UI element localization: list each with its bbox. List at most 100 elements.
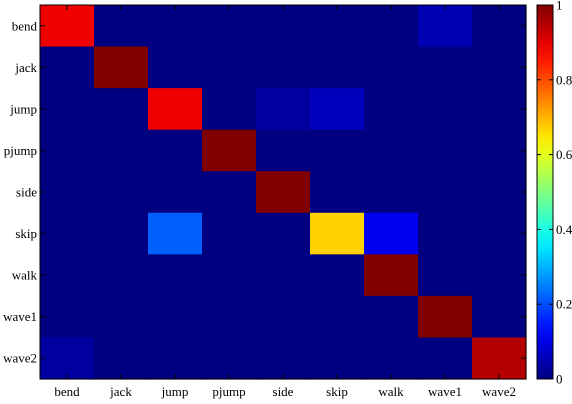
colorbar-tick-label: 0.6 xyxy=(556,147,572,162)
heatmap-cell-side-jack xyxy=(94,171,149,214)
y-tick-label-wave2: wave2 xyxy=(3,351,37,366)
x-tick-label-wave2: wave2 xyxy=(482,384,516,399)
heatmap-cell-jack-jack xyxy=(94,46,149,89)
heatmap-cell-side-walk xyxy=(364,171,419,214)
heatmap-cell-side-pjump xyxy=(202,171,257,214)
heatmap-cell-jump-walk xyxy=(364,88,419,131)
y-tick-label-skip: skip xyxy=(15,226,37,241)
heatmap-cell-walk-bend xyxy=(40,254,95,297)
heatmap-cell-skip-wave1 xyxy=(418,212,473,255)
colorbar-axis: 0 0.2 0.4 0.6 0.8 1 xyxy=(537,0,572,387)
y-tick-label-wave1: wave1 xyxy=(3,309,37,324)
heatmap-cell-jack-wave1 xyxy=(418,46,473,89)
heatmap-cell-wave2-jack xyxy=(94,337,149,380)
heatmap-cell-side-wave2 xyxy=(472,171,527,214)
heatmap-cell-wave1-jump xyxy=(148,295,203,339)
heatmap-cell-jack-skip xyxy=(310,46,365,89)
heatmap-cell-bend-wave2 xyxy=(472,5,527,48)
heatmap-cell-jump-side xyxy=(256,88,311,131)
heatmap-cell-wave2-wave2 xyxy=(472,337,527,380)
heatmap-cell-skip-jump xyxy=(148,212,203,255)
heatmap-cell-jump-jack xyxy=(94,88,149,131)
heatmap-cell-pjump-skip xyxy=(310,129,365,172)
heatmap-cell-walk-jump xyxy=(148,254,203,297)
y-tick-label-jack: jack xyxy=(14,60,37,75)
heatmap-cell-bend-skip xyxy=(310,5,365,48)
x-tick-label-wave1: wave1 xyxy=(428,384,462,399)
heatmap-cell-walk-skip xyxy=(310,254,365,297)
heatmap-cell-wave2-jump xyxy=(148,337,203,380)
heatmap-cell-pjump-jack xyxy=(94,129,149,172)
heatmap-cell-pjump-walk xyxy=(364,129,419,172)
colorbar-tick-label: 0.8 xyxy=(556,72,572,87)
heatmap-cell-jump-wave2 xyxy=(472,88,527,131)
x-tick-label-bend: bend xyxy=(54,384,80,399)
x-tick-label-skip: skip xyxy=(326,384,348,399)
heatmap-cell-bend-walk xyxy=(364,5,419,48)
colorbar-tick-label: 1 xyxy=(556,0,563,13)
heatmap-cell-side-jump xyxy=(148,171,203,214)
y-tick-label-walk: walk xyxy=(12,268,38,283)
heatmap-cell-wave1-bend xyxy=(40,295,95,339)
heatmap-cell-jack-wave2 xyxy=(472,46,527,89)
x-tick-label-jump: jump xyxy=(161,384,189,399)
heatmap-cell-side-side xyxy=(256,171,311,214)
heatmap-cell-jump-pjump xyxy=(202,88,257,131)
heatmap-cell-skip-walk xyxy=(364,212,419,255)
heatmap-cell-wave2-pjump xyxy=(202,337,257,380)
heatmap-cell-skip-wave2 xyxy=(472,212,527,255)
heatmap-cell-wave1-pjump xyxy=(202,295,257,339)
colorbar xyxy=(536,4,554,380)
heatmap-cell-wave2-side xyxy=(256,337,311,380)
heatmap-cell-jump-bend xyxy=(40,88,95,131)
heatmap-cell-jack-bend xyxy=(40,46,95,89)
heatmap-cell-skip-bend xyxy=(40,212,95,255)
heatmap-cell-bend-side xyxy=(256,5,311,48)
heatmap-cell-wave1-jack xyxy=(94,295,149,339)
heatmap-cell-bend-pjump xyxy=(202,5,257,48)
heatmap-cell-jump-skip xyxy=(310,88,365,131)
heatmap-cell-bend-jump xyxy=(148,5,203,48)
heatmap-cell-bend-wave1 xyxy=(418,5,473,48)
heatmap-cell-jack-jump xyxy=(148,46,203,89)
heatmap-cell-bend-jack xyxy=(94,5,149,48)
heatmap-cell-pjump-pjump xyxy=(202,129,257,172)
y-tick-label-jump: jump xyxy=(9,101,37,116)
heatmap-cell-wave1-walk xyxy=(364,295,419,339)
colorbar-tick-label: 0.2 xyxy=(556,297,572,312)
heatmap-cell-skip-pjump xyxy=(202,212,257,255)
y-tick-label-pjump: pjump xyxy=(4,143,37,158)
heatmap-cell-wave1-wave2 xyxy=(472,295,527,339)
heatmap-cell-jack-pjump xyxy=(202,46,257,89)
heatmap-cells xyxy=(40,5,527,380)
heatmap-cell-pjump-bend xyxy=(40,129,95,172)
x-axis: bend jack jump pjump side skip walk wave1 wave2 xyxy=(54,5,516,399)
heatmap-cell-jump-jump xyxy=(148,88,203,131)
heatmap-cell-pjump-side xyxy=(256,129,311,172)
heatmap-cell-jack-walk xyxy=(364,46,419,89)
heatmap-cell-walk-pjump xyxy=(202,254,257,297)
heatmap-cell-wave2-bend xyxy=(40,337,95,380)
heatmap-cell-skip-jack xyxy=(94,212,149,255)
heatmap-cell-wave1-wave1 xyxy=(418,295,473,339)
heatmap-cell-skip-skip xyxy=(310,212,365,255)
heatmap-cell-wave2-wave1 xyxy=(418,337,473,380)
heatmap-cell-walk-wave1 xyxy=(418,254,473,297)
heatmap-cell-pjump-jump xyxy=(148,129,203,172)
heatmap-cell-wave1-skip xyxy=(310,295,365,339)
y-tick-label-bend: bend xyxy=(12,18,38,33)
heatmap-cell-pjump-wave1 xyxy=(418,129,473,172)
heatmap-cell-pjump-wave2 xyxy=(472,129,527,172)
heatmap-cell-wave2-walk xyxy=(364,337,419,380)
heatmap-cell-walk-wave2 xyxy=(472,254,527,297)
y-axis: bend jack jump pjump side skip walk wave1 wave2 xyxy=(3,18,526,366)
heatmap-cell-side-bend xyxy=(40,171,95,214)
heatmap-cell-wave2-skip xyxy=(310,337,365,380)
heatmap-cell-skip-side xyxy=(256,212,311,255)
heatmap-cell-side-wave1 xyxy=(418,171,473,214)
x-tick-label-jack: jack xyxy=(109,384,132,399)
heatmap-cell-jump-wave1 xyxy=(418,88,473,131)
heatmap-cell-wave1-side xyxy=(256,295,311,339)
x-tick-label-walk: walk xyxy=(378,384,404,399)
colorbar-tick-label: 0.4 xyxy=(556,222,572,237)
